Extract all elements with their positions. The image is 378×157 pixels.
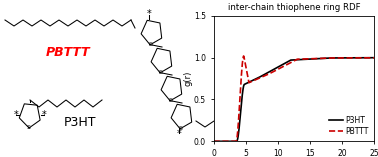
P3HT: [284, 62, 288, 63]
Line: P3HT: P3HT: [214, 58, 374, 141]
Text: *: *: [42, 110, 46, 120]
Text: *: *: [177, 129, 181, 139]
P3HT: [372, 57, 376, 59]
Text: S: S: [158, 70, 162, 75]
P3HT: [332, 57, 337, 59]
Text: S: S: [168, 98, 172, 103]
Text: P3HT: P3HT: [64, 116, 96, 130]
Line: PBTTT: PBTTT: [214, 56, 374, 141]
Text: inter-chain thiophene ring RDF: inter-chain thiophene ring RDF: [228, 3, 360, 12]
Y-axis label: g(r): g(r): [183, 71, 192, 86]
PBTTT: [319, 57, 324, 59]
Text: *: *: [147, 9, 151, 19]
P3HT: [319, 57, 323, 59]
PBTTT: [372, 57, 376, 59]
P3HT: [240, 97, 244, 99]
Text: S: S: [148, 42, 152, 47]
PBTTT: [241, 55, 246, 57]
PBTTT: [306, 58, 311, 60]
P3HT: [306, 58, 310, 60]
Text: *: *: [14, 110, 19, 120]
Text: S: S: [27, 125, 31, 130]
PBTTT: [333, 57, 337, 59]
P3HT: [253, 78, 257, 80]
PBTTT: [240, 66, 244, 68]
P3HT: [211, 140, 216, 142]
PBTTT: [253, 79, 257, 81]
Legend: P3HT, PBTTT: P3HT, PBTTT: [328, 114, 370, 138]
PBTTT: [211, 140, 216, 142]
Text: S: S: [178, 126, 182, 131]
PBTTT: [284, 64, 289, 66]
Text: PBTTT: PBTTT: [46, 46, 90, 59]
